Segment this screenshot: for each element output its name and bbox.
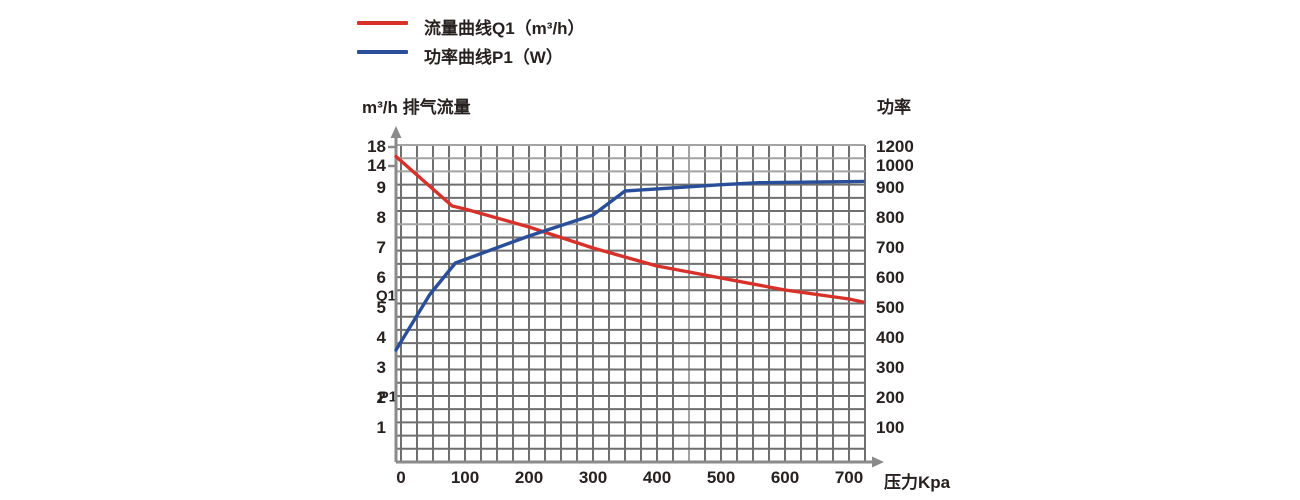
x-tick-100: 100	[450, 468, 480, 487]
y-left-tick-3: 3	[376, 358, 386, 377]
x-tick-500: 500	[706, 468, 736, 487]
x-axis-title: 压力Kpa	[884, 473, 951, 492]
y-left-tick-9: 9	[376, 178, 386, 197]
y-right-tick-900: 900	[876, 178, 905, 197]
y-right-tick-800: 800	[876, 208, 905, 227]
y-right-tick-600: 600	[876, 268, 905, 287]
y-left-tick-4: 4	[376, 328, 386, 347]
y-left-tick-1: 1	[376, 418, 386, 437]
x-tick-600: 600	[770, 468, 800, 487]
y-left-tick-14: 14	[367, 156, 386, 175]
x-tick-200: 200	[514, 468, 544, 487]
x-tick-0: 0	[396, 468, 406, 487]
x-tick-400: 400	[642, 468, 672, 487]
legend-line-q1	[357, 21, 408, 25]
y-left-tick-2: 2	[376, 388, 386, 407]
y-right-tick-1000: 1000	[876, 156, 914, 175]
series-inline-label-q1: Q1	[375, 287, 396, 305]
legend-line-p1	[357, 50, 408, 54]
y-left-tick-7: 7	[376, 238, 386, 257]
series-inline-label-p1: P1	[378, 388, 397, 406]
legend-label-q1: 流量曲线Q1（m³/h）	[424, 19, 585, 38]
left-axis-title: m³/h 排气流量	[362, 98, 471, 117]
y-right-tick-1200: 1200	[876, 137, 914, 156]
right-axis-title: 功率	[877, 98, 911, 117]
y-left-tick-18: 18	[367, 137, 386, 156]
y-right-tick-400: 400	[876, 328, 905, 347]
y-right-tick-100: 100	[876, 418, 905, 437]
y-left-tick-8: 8	[376, 208, 386, 227]
y-left-tick-5: 5	[376, 298, 386, 317]
y-right-tick-200: 200	[876, 388, 905, 407]
y-left-tick-6: 6	[376, 268, 386, 287]
y-right-tick-700: 700	[876, 238, 905, 257]
y-right-tick-300: 300	[876, 358, 905, 377]
x-tick-300: 300	[578, 468, 608, 487]
y-right-tick-500: 500	[876, 298, 905, 317]
legend-label-p1: 功率曲线P1（W）	[424, 48, 563, 67]
x-tick-700: 700	[834, 468, 864, 487]
